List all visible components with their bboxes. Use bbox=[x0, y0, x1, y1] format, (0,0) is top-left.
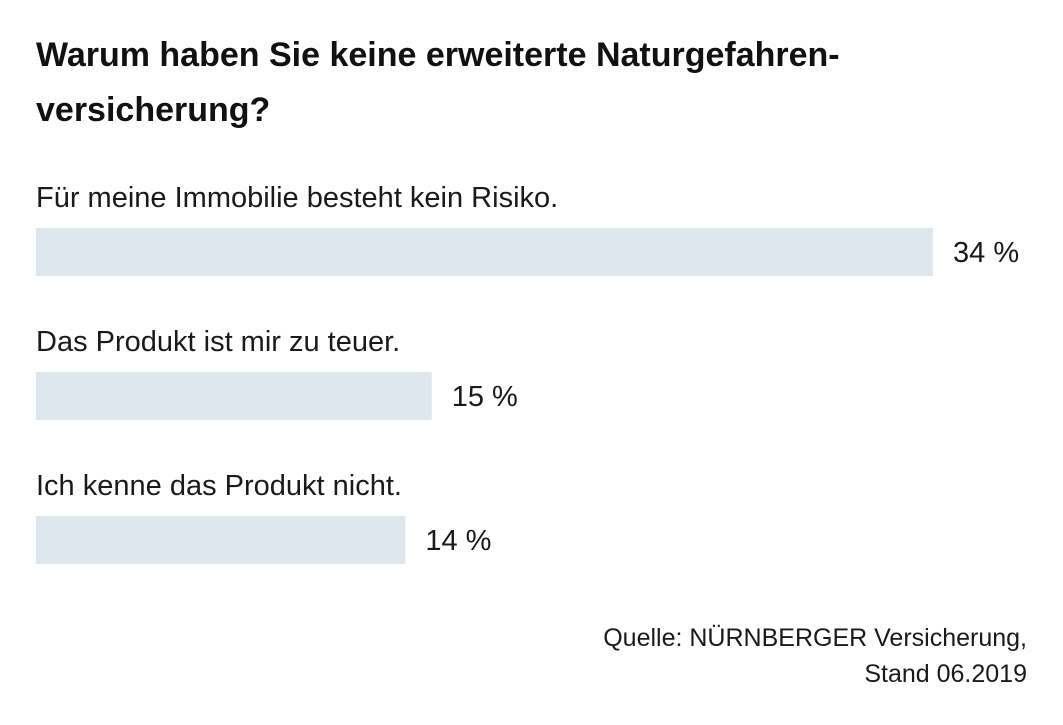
bar bbox=[36, 372, 432, 420]
source-note: Quelle: NÜRNBERGER Versicherung, Stand 0… bbox=[603, 620, 1027, 692]
chart-title-line-2: versicherung? bbox=[36, 91, 271, 129]
value-label: 15 % bbox=[452, 381, 518, 413]
category-label: Ich kenne das Produkt nicht. bbox=[36, 470, 402, 502]
chart-title: Warum haben Sie keine erweiterte Naturge… bbox=[36, 28, 1026, 138]
category-label: Für meine Immobilie besteht kein Risiko. bbox=[36, 182, 558, 214]
source-line-1: Quelle: NÜRNBERGER Versicherung, bbox=[603, 624, 1027, 652]
bar bbox=[36, 228, 933, 276]
source-line-2: Stand 06.2019 bbox=[864, 660, 1027, 688]
bar-chart: Für meine Immobilie besteht kein Risiko.… bbox=[36, 182, 1019, 564]
category-label: Das Produkt ist mir zu teuer. bbox=[36, 326, 400, 358]
value-label: 14 % bbox=[425, 525, 491, 557]
value-label: 34 % bbox=[953, 237, 1019, 269]
bar bbox=[36, 516, 406, 564]
chart-title-line-1: Warum haben Sie keine erweiterte Naturge… bbox=[36, 36, 840, 74]
